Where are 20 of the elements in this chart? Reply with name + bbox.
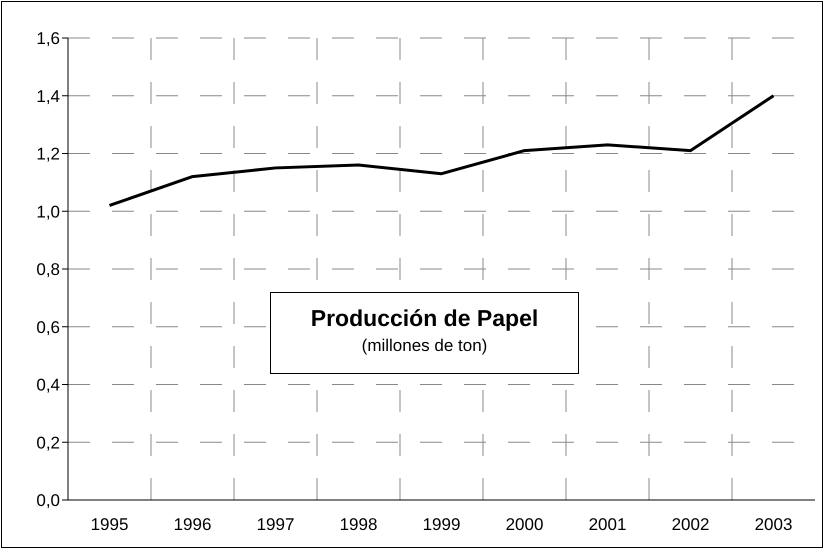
x-tick-label: 1996 [174, 515, 212, 534]
y-tick-label: 1,0 [36, 202, 60, 222]
y-tick-label: 0,4 [36, 376, 60, 395]
y-tick-label: 1,2 [36, 144, 60, 164]
y-tick-label: 0,2 [36, 433, 60, 452]
x-tick-label: 1995 [90, 515, 128, 534]
title-box: Producción de Papel (millones de ton) [270, 292, 579, 374]
x-tick-label: 2001 [588, 515, 626, 534]
x-tick-label: 2000 [506, 515, 544, 534]
y-tick-label: 1,4 [36, 86, 60, 106]
x-tick-label: 2003 [754, 515, 792, 534]
x-tick-label: 1999 [422, 515, 460, 534]
line-series [108, 94, 775, 207]
x-tick-label: 2002 [672, 515, 710, 534]
y-tick-label: 0,0 [36, 491, 60, 510]
y-tick-label: 0,8 [36, 260, 60, 280]
x-tick-label: 1997 [256, 515, 294, 534]
x-tick-label: 1998 [340, 515, 378, 534]
y-tick-label: 1,6 [36, 29, 60, 48]
y-tick-label: 0,6 [36, 318, 60, 337]
